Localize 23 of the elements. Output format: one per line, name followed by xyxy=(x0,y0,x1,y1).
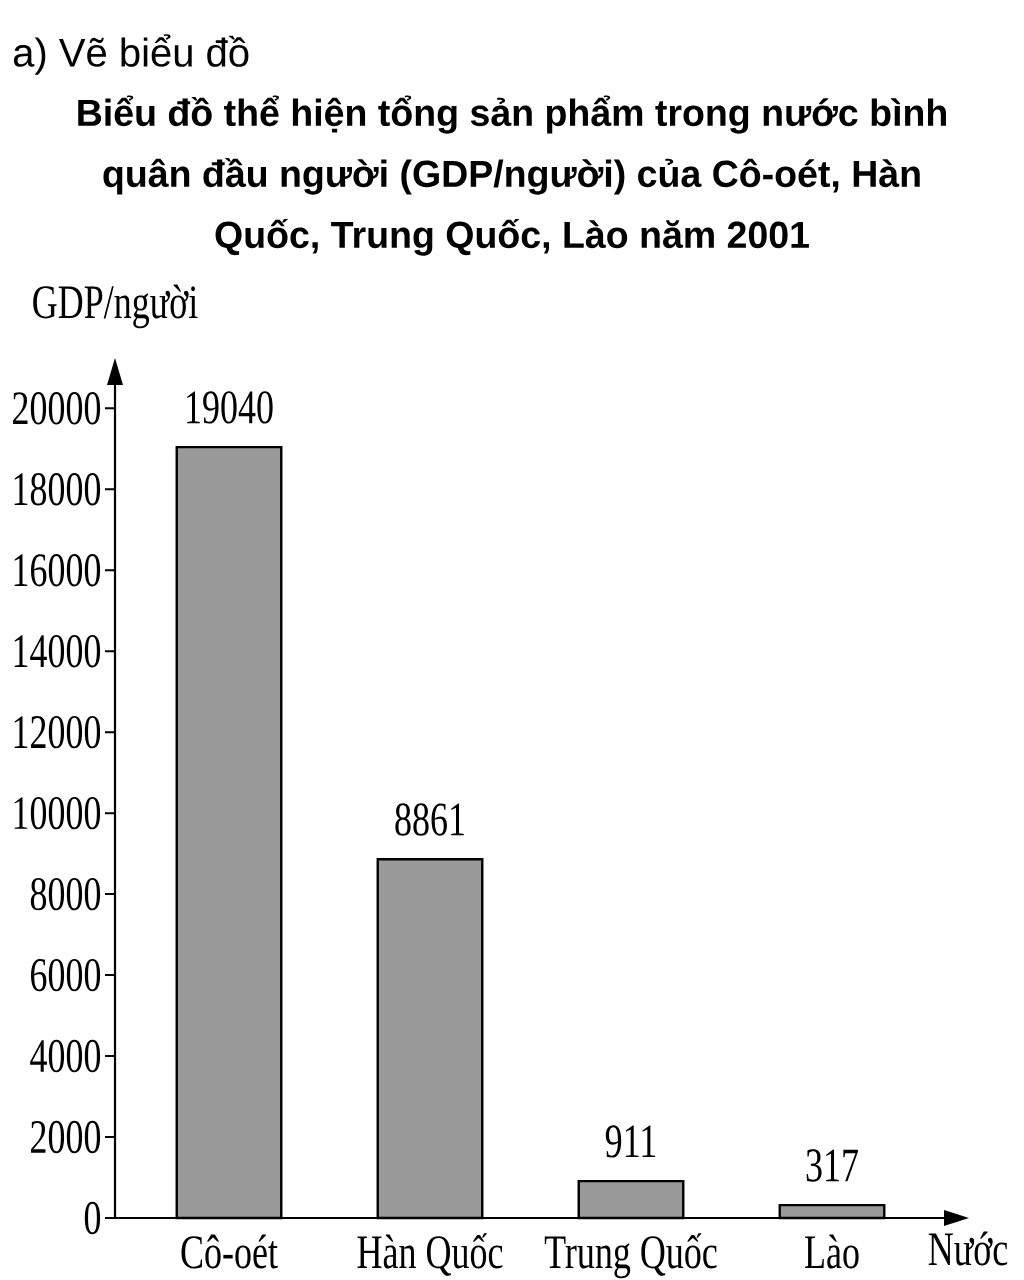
y-tick-label: 4000 xyxy=(30,1039,101,1073)
chart-title: Biểu đồ thể hiện tổng sản phẩm trong nước bình quân đầu người (GDP/người) của Cô-oét, Hàn Quốc, Trung Quốc, Lào năm 2001 xyxy=(78,95,946,256)
y-tick-label: 18000 xyxy=(14,473,101,506)
y-axis-title: GDP/người xyxy=(33,284,198,329)
y-tick-label: 14000 xyxy=(14,634,101,668)
x-tick-label: Cô-oét xyxy=(181,1234,278,1269)
y-tick-label: 16000 xyxy=(14,554,101,587)
y-tick-label: 8000 xyxy=(30,877,101,911)
data-label: 19040 xyxy=(187,391,273,424)
y-tick-label: 12000 xyxy=(14,715,101,749)
data-label: 8861 xyxy=(395,803,464,836)
x-tick-label: Trung Quốc xyxy=(544,1233,717,1279)
y-tick-label: 20000 xyxy=(13,392,101,425)
x-axis-title: Nước xyxy=(928,1231,1008,1266)
x-tick-label: Hàn Quốc xyxy=(357,1233,503,1276)
text: a) Vẽ biểu đồ xyxy=(13,34,249,75)
data-label: 317 xyxy=(806,1149,858,1182)
x-tick-label: Lào xyxy=(805,1234,859,1269)
y-tick-label: 2000 xyxy=(31,1120,101,1154)
data-label: 911 xyxy=(605,1125,656,1158)
y-tick-label: 10000 xyxy=(14,796,101,830)
y-tick-label: 0 xyxy=(84,1201,101,1235)
y-tick-label: 6000 xyxy=(31,958,101,992)
